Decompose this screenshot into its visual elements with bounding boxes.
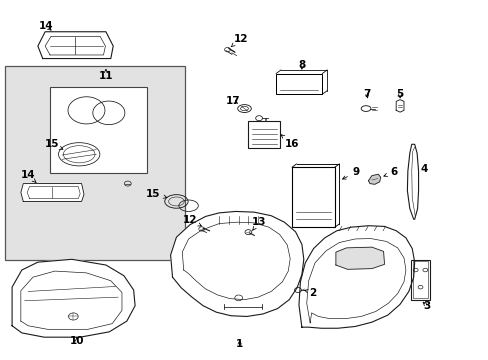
Text: 5: 5 (396, 89, 403, 99)
Text: 6: 6 (383, 167, 397, 177)
Bar (412, 261, 427, 298)
Bar (5, 66, 185, 260)
Text: 2: 2 (304, 288, 316, 297)
Bar (248, 121, 280, 148)
Text: 14: 14 (39, 21, 54, 31)
Polygon shape (12, 259, 135, 337)
Text: 14: 14 (20, 170, 36, 183)
Text: 15: 15 (145, 189, 166, 199)
Polygon shape (38, 32, 113, 59)
Text: 10: 10 (69, 336, 84, 346)
Polygon shape (335, 247, 384, 269)
Polygon shape (21, 184, 84, 202)
Polygon shape (368, 174, 380, 184)
Polygon shape (298, 226, 414, 328)
Text: 17: 17 (225, 96, 240, 106)
Text: 9: 9 (342, 167, 359, 179)
Text: 15: 15 (45, 139, 63, 149)
Text: 12: 12 (183, 215, 201, 226)
Bar (50, 87, 147, 173)
Polygon shape (170, 211, 303, 316)
Text: 3: 3 (422, 301, 429, 311)
Text: 12: 12 (231, 33, 247, 46)
Text: 7: 7 (363, 89, 370, 99)
Bar (291, 167, 334, 227)
Text: 8: 8 (298, 60, 305, 70)
Text: 16: 16 (281, 135, 299, 149)
Text: 11: 11 (99, 71, 113, 81)
PathPatch shape (407, 144, 418, 219)
Text: 13: 13 (251, 217, 266, 230)
Text: 1: 1 (236, 339, 243, 349)
Polygon shape (395, 100, 403, 112)
Bar (410, 260, 429, 300)
Text: 4: 4 (420, 164, 427, 174)
Bar (276, 73, 322, 94)
